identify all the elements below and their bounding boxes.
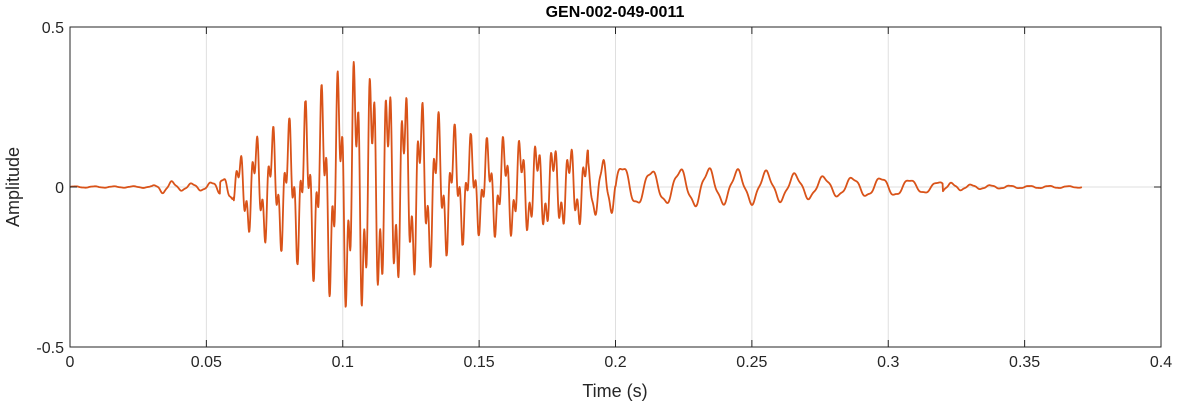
- chart-title: GEN-002-049-0011: [546, 4, 685, 21]
- y-tick-label: 0.5: [42, 20, 64, 37]
- x-tick-label: 0.2: [604, 354, 626, 371]
- x-tick-label: 0.35: [1009, 354, 1040, 371]
- signal-line: [69, 60, 1083, 308]
- x-axis-ticks: 0 0.05 0.1 0.15 0.2 0.25 0.3 0.35 0.4: [66, 27, 1172, 371]
- x-tick-label: 0.05: [191, 354, 222, 371]
- x-tick-label: 0.25: [736, 354, 767, 371]
- signal-group: [69, 60, 1083, 308]
- y-axis-ticks: -0.5 0 0.5: [36, 20, 1161, 357]
- x-tick-label: 0.15: [464, 354, 495, 371]
- y-axis-label: Amplitude: [3, 147, 23, 227]
- x-tick-label: 0.1: [332, 354, 354, 371]
- x-tick-label: 0.4: [1150, 354, 1172, 371]
- y-tick-label: 0: [55, 180, 64, 197]
- x-tick-label: 0: [66, 354, 75, 371]
- x-axis-label: Time (s): [582, 381, 647, 401]
- y-tick-label: -0.5: [36, 340, 64, 357]
- x-tick-label: 0.3: [877, 354, 899, 371]
